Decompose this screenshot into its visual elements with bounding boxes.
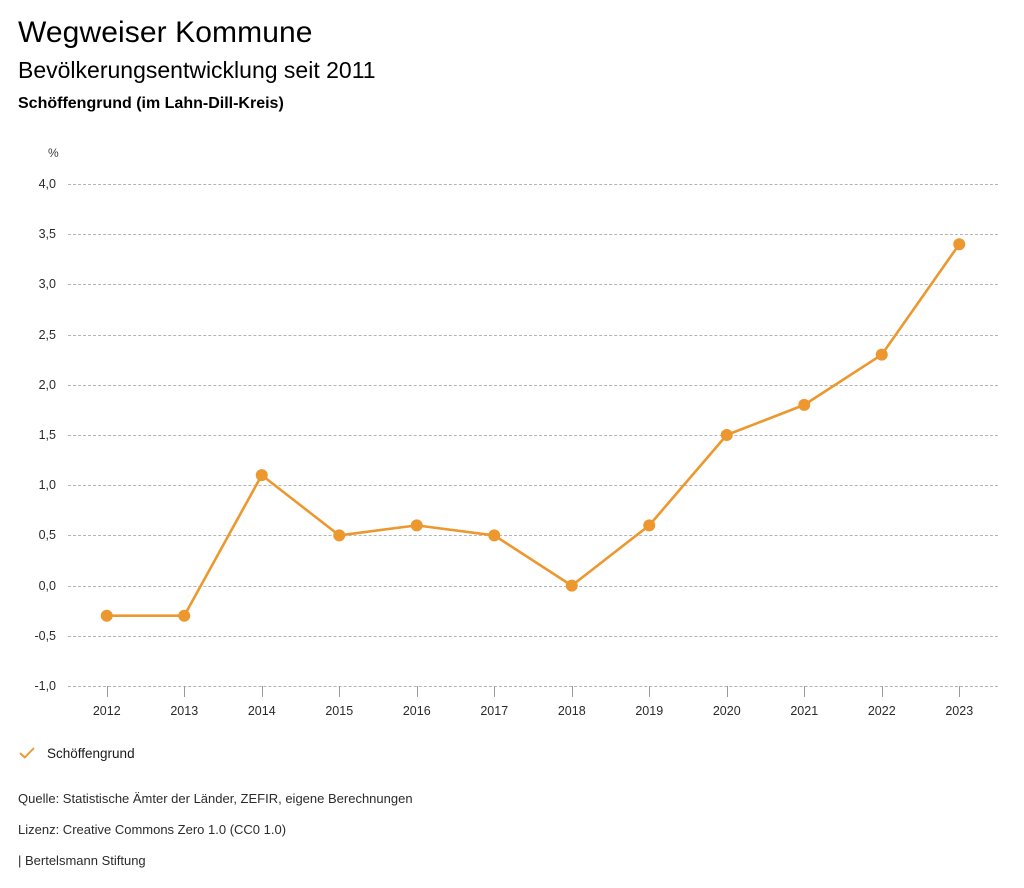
- y-axis-tick-label: 2,0: [38, 377, 56, 392]
- chart-header: Wegweiser Kommune Bevölkerungsentwicklun…: [18, 14, 998, 115]
- x-axis-tick-mark: [726, 686, 728, 697]
- x-axis-tick-label: 2014: [247, 704, 276, 718]
- x-axis-tick-mark: [959, 686, 961, 697]
- x-axis-tick-label: 2020: [712, 704, 741, 718]
- gridline: [68, 535, 998, 537]
- gridline: [68, 184, 998, 185]
- x-axis-tick-mark: [184, 686, 186, 697]
- chart-region-label: Schöffengrund (im Lahn-Dill-Kreis): [18, 95, 284, 112]
- gridline: [68, 234, 998, 236]
- plot-area: [68, 184, 998, 687]
- y-axis-tick-label: 2,5: [38, 327, 56, 342]
- gridline: [68, 384, 998, 386]
- x-axis-tick-label: 2015: [325, 704, 354, 718]
- y-axis-tick-label: 3,0: [38, 277, 56, 292]
- x-axis-tick-mark: [494, 686, 496, 697]
- x-axis-tick-mark: [106, 686, 108, 697]
- page-title: Wegweiser Kommune: [18, 16, 313, 49]
- x-axis-tick-mark: [881, 686, 883, 697]
- y-axis-unit-label: %: [48, 146, 59, 160]
- x-axis-tick-mark: [339, 686, 341, 697]
- x-axis-tick-mark: [416, 686, 418, 697]
- x-axis-tick-label: 2017: [480, 704, 509, 718]
- check-icon: [18, 744, 36, 762]
- x-axis-tick-label: 2019: [635, 704, 664, 718]
- legend-item-label: Schöffengrund: [47, 745, 135, 761]
- y-axis-tick-label: 3,5: [38, 227, 56, 242]
- x-axis-tick-label: 2016: [402, 704, 431, 718]
- y-axis-tick-label: -1,0: [34, 679, 56, 693]
- x-axis-tick-label: 2012: [92, 704, 121, 718]
- gridline: [68, 284, 998, 286]
- y-axis-tick-label: -0,5: [34, 628, 56, 643]
- chart-footer: Quelle: Statistische Ämter der Länder, Z…: [18, 783, 978, 876]
- footer-source: Quelle: Statistische Ämter der Länder, Z…: [18, 791, 413, 806]
- gridline: [68, 435, 998, 436]
- y-axis-tick-label: 0,5: [38, 528, 56, 543]
- y-axis-tick-label: 0,0: [38, 578, 56, 593]
- y-axis-tick-label: 4,0: [38, 177, 56, 191]
- gridline: [68, 635, 998, 637]
- x-axis-tick-label: 2022: [867, 704, 896, 718]
- chart-subtitle: Bevölkerungsentwicklung seit 2011: [18, 57, 376, 83]
- x-axis-tick-mark: [571, 686, 573, 697]
- y-axis-tick-label: 1,5: [38, 428, 56, 442]
- x-axis-tick-mark: [261, 686, 263, 697]
- x-axis-tick-label: 2013: [170, 704, 199, 718]
- chart-legend[interactable]: Schöffengrund: [18, 744, 135, 762]
- gridline: [68, 585, 998, 587]
- footer-publisher: | Bertelsmann Stiftung: [18, 853, 146, 868]
- gridline: [68, 686, 998, 687]
- x-axis-tick-label: 2018: [557, 704, 586, 718]
- x-axis-tick-label: 2021: [790, 704, 819, 718]
- gridline: [68, 485, 998, 487]
- x-axis-tick-mark: [804, 686, 806, 697]
- x-axis-tick-label: 2023: [945, 704, 974, 718]
- footer-license: Lizenz: Creative Commons Zero 1.0 (CC0 1…: [18, 822, 287, 837]
- y-axis-tick-label: 1,0: [38, 478, 56, 493]
- gridline: [68, 334, 998, 336]
- x-axis-tick-mark: [649, 686, 651, 697]
